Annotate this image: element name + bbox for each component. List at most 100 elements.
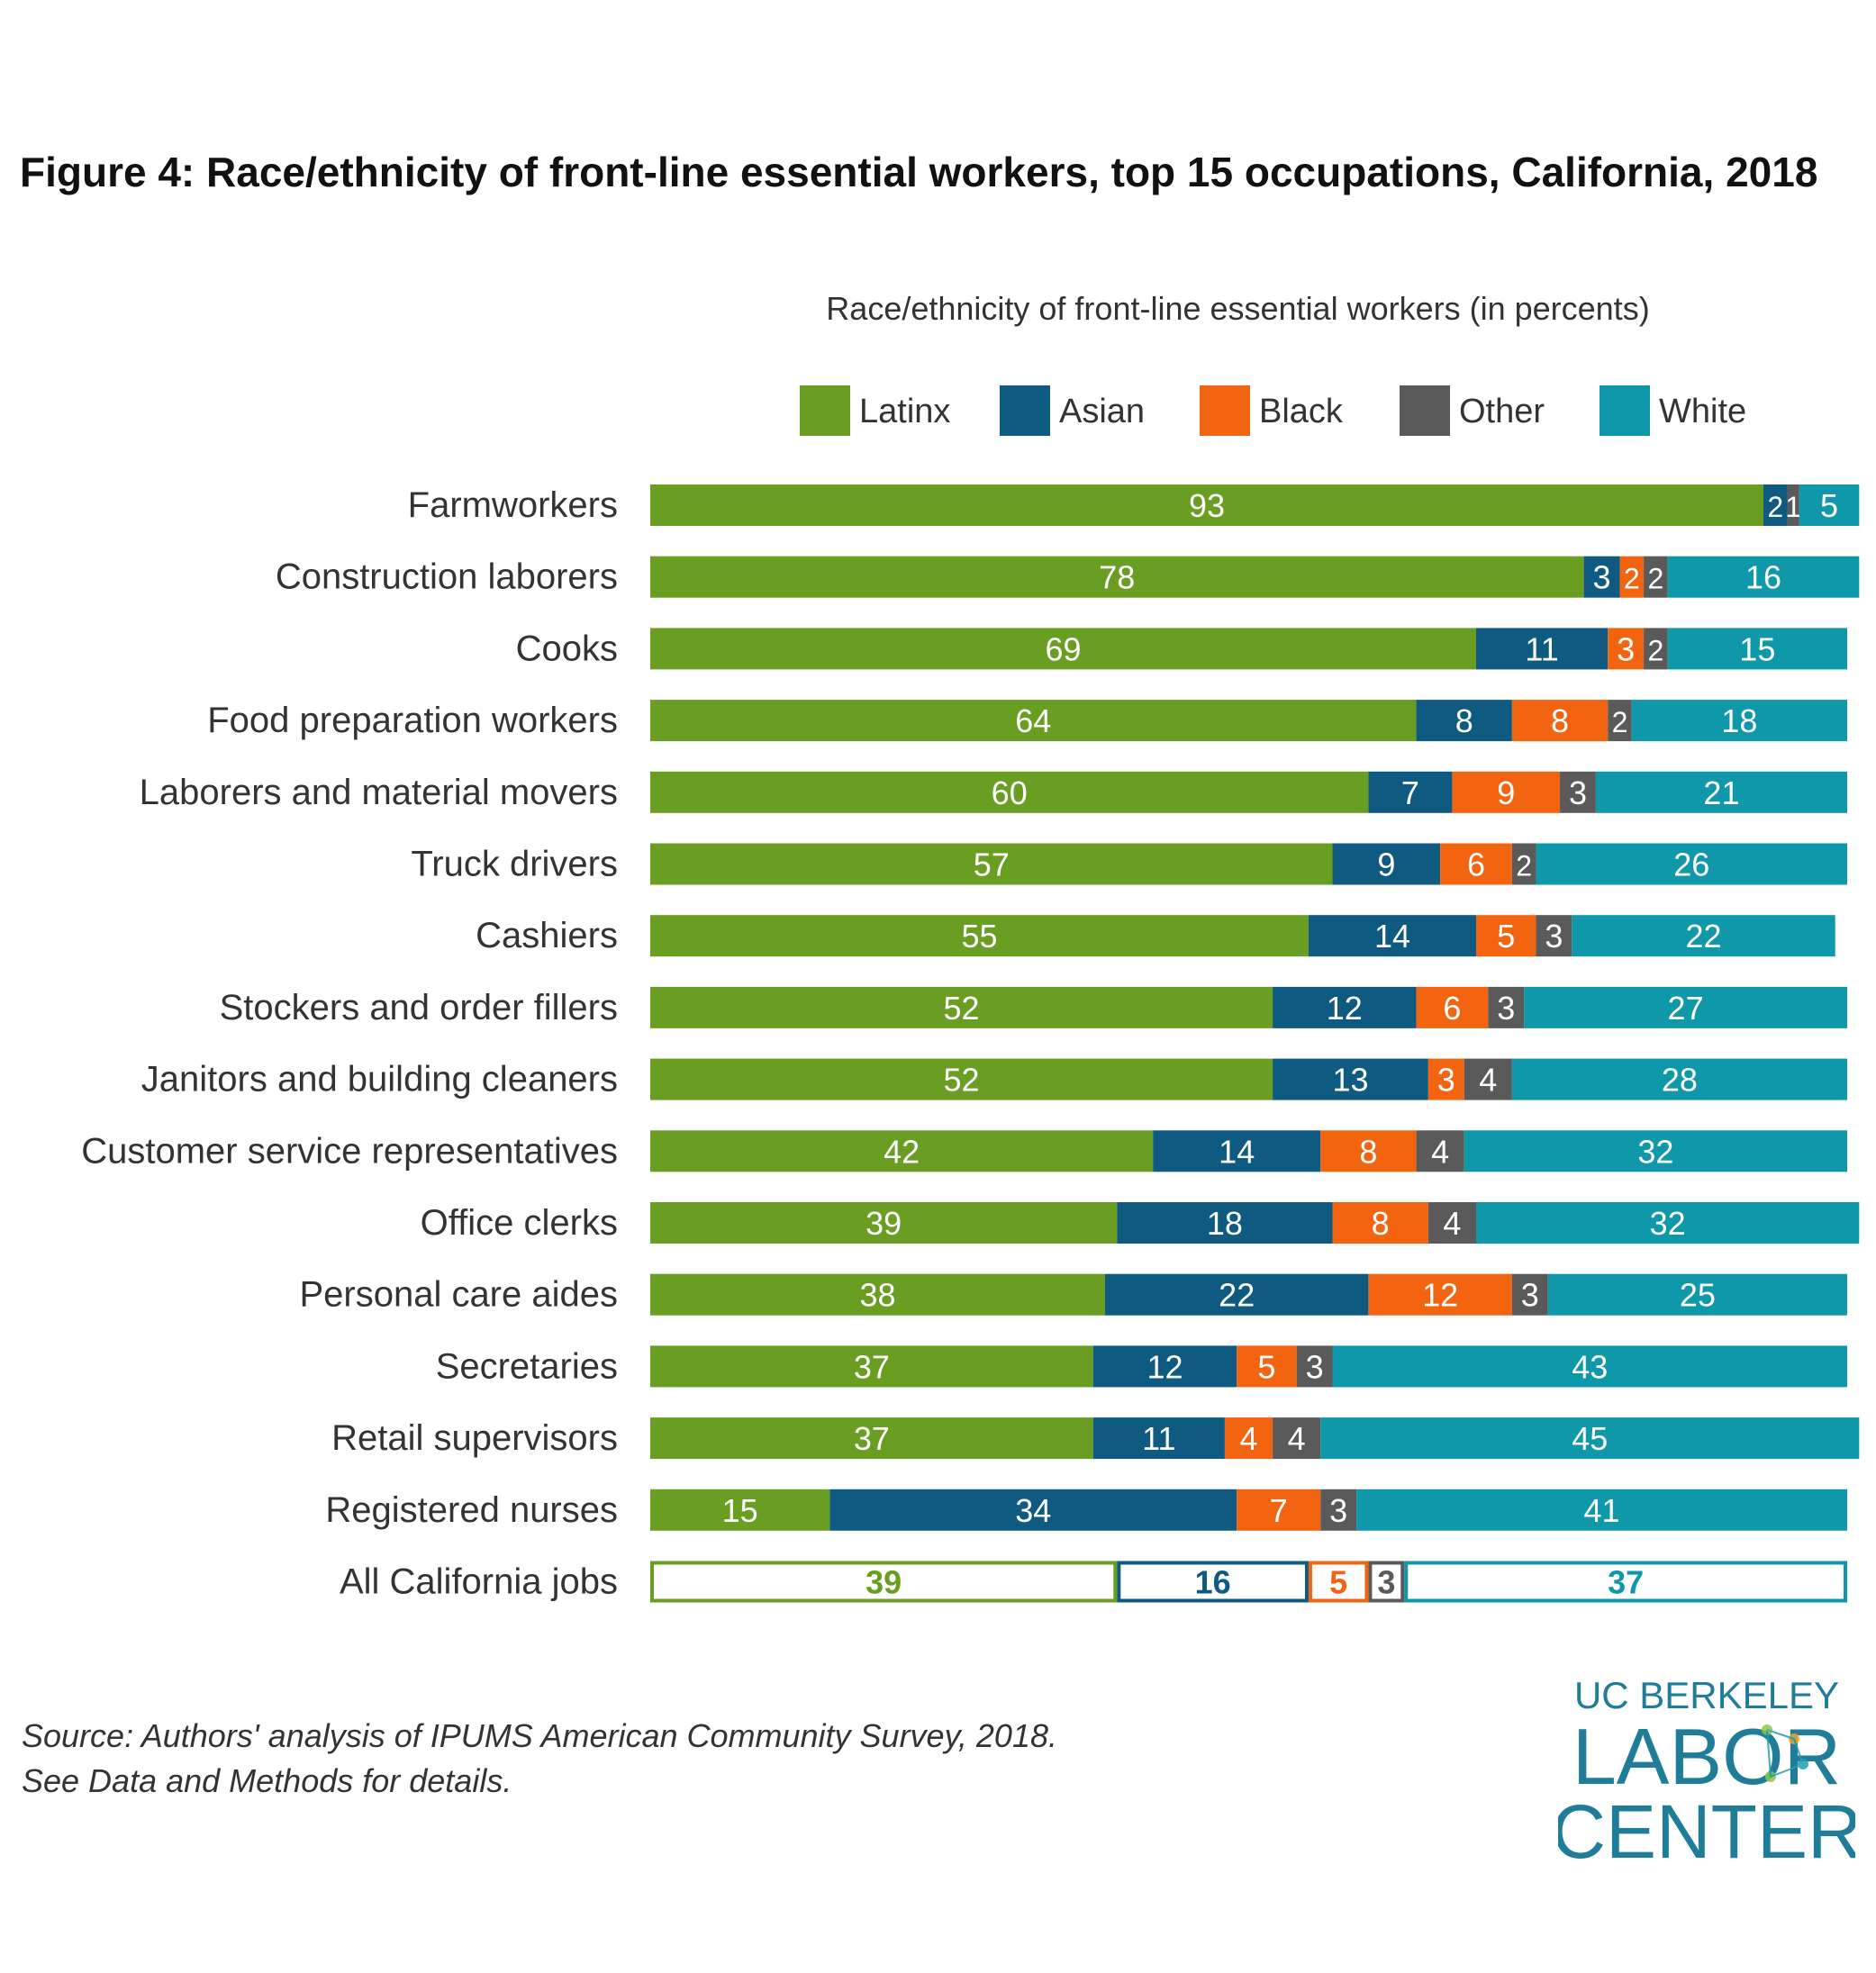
bar-segment-white-food-preparation-workers	[1631, 700, 1847, 742]
data-label-latinx-personal-care-aides: 38	[859, 1277, 895, 1314]
bar-segment-asian-construction-laborers	[1583, 556, 1620, 598]
category-label-cashiers: Cashiers	[476, 916, 618, 955]
bar-segment-asian-farmworkers	[1763, 484, 1788, 526]
data-label-black-janitors-and-building-cleaners: 3	[1437, 1062, 1455, 1099]
bar-segment-black-laborers-and-material-movers	[1452, 771, 1561, 813]
bar-segment-other-truck-drivers	[1511, 843, 1536, 885]
data-label-black-secretaries: 5	[1257, 1348, 1275, 1385]
bar-segment-white-truck-drivers	[1536, 843, 1847, 885]
bar-segment-latinx-office-clerks	[650, 1202, 1118, 1244]
bar-segment-asian-customer-service-representatives	[1153, 1130, 1321, 1172]
bar-segment-asian-office-clerks	[1117, 1202, 1333, 1244]
bar-segment-other-construction-laborers	[1644, 556, 1668, 598]
bar-segment-white-office-clerks	[1476, 1202, 1860, 1244]
legend-swatch-black	[1200, 385, 1250, 436]
data-label-black-cashiers: 5	[1497, 918, 1515, 955]
category-label-cooks: Cooks	[516, 629, 618, 668]
data-label-white-cooks: 15	[1739, 630, 1775, 667]
bar-segment-white-secretaries	[1332, 1345, 1847, 1388]
bar-segment-black-registered-nurses	[1237, 1489, 1321, 1531]
bar-segment-white-construction-laborers	[1667, 556, 1860, 598]
bar-segment-latinx-farmworkers	[650, 484, 1763, 526]
data-label-asian-laborers-and-material-movers: 7	[1401, 774, 1419, 811]
data-label-latinx-cooks: 69	[1045, 630, 1081, 667]
data-label-latinx-construction-laborers: 78	[1099, 559, 1135, 596]
bar-segment-asian-all-california-jobs	[1117, 1561, 1309, 1603]
bar-segment-black-secretaries	[1237, 1345, 1297, 1388]
data-label-white-construction-laborers: 16	[1745, 559, 1781, 596]
data-label-black-all-california-jobs: 5	[1329, 1564, 1347, 1601]
data-label-latinx-farmworkers: 93	[1189, 487, 1225, 524]
data-label-black-office-clerks: 8	[1372, 1205, 1390, 1242]
data-label-latinx-cashiers: 55	[961, 918, 997, 955]
bar-segment-asian-food-preparation-workers	[1416, 700, 1512, 742]
data-label-asian-food-preparation-workers: 8	[1455, 702, 1473, 739]
data-label-white-laborers-and-material-movers: 21	[1703, 774, 1739, 811]
bar-segment-black-retail-supervisors	[1224, 1417, 1273, 1460]
bar-segment-black-janitors-and-building-cleaners	[1427, 1058, 1464, 1100]
bar-segment-latinx-customer-service-representatives	[650, 1130, 1154, 1172]
bar-segment-other-customer-service-representatives	[1416, 1130, 1464, 1172]
data-label-other-retail-supervisors: 4	[1288, 1420, 1306, 1457]
bar-segment-black-cooks	[1608, 628, 1645, 670]
bar-segment-asian-retail-supervisors	[1092, 1417, 1225, 1460]
category-label-secretaries: Secretaries	[436, 1346, 618, 1386]
data-label-other-janitors-and-building-cleaners: 4	[1479, 1062, 1497, 1099]
footnote: Source: Authors' analysis of IPUMS Ameri…	[22, 1714, 1057, 1804]
bar-segment-latinx-cashiers	[650, 915, 1309, 957]
data-label-white-truck-drivers: 26	[1673, 846, 1709, 883]
logo-line-3: CENTER	[1558, 1789, 1855, 1869]
data-label-latinx-customer-service-representatives: 42	[884, 1133, 920, 1170]
category-label-food-preparation-workers: Food preparation workers	[207, 701, 618, 740]
data-label-asian-janitors-and-building-cleaners: 13	[1332, 1062, 1368, 1099]
data-label-white-retail-supervisors: 45	[1572, 1420, 1608, 1457]
bar-segment-latinx-laborers-and-material-movers	[650, 771, 1369, 813]
bar-segment-other-office-clerks	[1427, 1202, 1477, 1244]
bar-segment-other-farmworkers	[1787, 484, 1799, 526]
data-label-other-truck-drivers: 2	[1516, 850, 1532, 882]
data-label-asian-registered-nurses: 34	[1015, 1492, 1051, 1529]
data-label-latinx-laborers-and-material-movers: 60	[992, 774, 1028, 811]
data-label-other-all-california-jobs: 3	[1377, 1564, 1395, 1601]
data-label-black-retail-supervisors: 4	[1239, 1420, 1257, 1457]
data-label-white-customer-service-representatives: 32	[1637, 1133, 1673, 1170]
bar-segment-other-personal-care-aides	[1511, 1273, 1548, 1316]
bar-segment-asian-personal-care-aides	[1105, 1273, 1369, 1316]
bar-segment-black-customer-service-representatives	[1320, 1130, 1417, 1172]
data-label-other-stockers-and-order-fillers: 3	[1497, 990, 1515, 1027]
data-label-other-secretaries: 3	[1306, 1348, 1324, 1385]
chart-title: Figure 4: Race/ethnicity of front-line e…	[20, 149, 1818, 195]
category-label-truck-drivers: Truck drivers	[411, 845, 618, 884]
data-label-white-cashiers: 22	[1685, 918, 1721, 955]
data-label-asian-secretaries: 12	[1146, 1348, 1183, 1385]
bar-segment-latinx-secretaries	[650, 1345, 1093, 1388]
data-label-asian-personal-care-aides: 22	[1219, 1277, 1255, 1314]
data-label-other-cooks: 2	[1647, 634, 1663, 666]
data-label-asian-truck-drivers: 9	[1377, 846, 1395, 883]
bar-segment-latinx-registered-nurses	[650, 1489, 830, 1531]
category-label-laborers-and-material-movers: Laborers and material movers	[140, 773, 618, 812]
data-label-asian-all-california-jobs: 16	[1195, 1564, 1231, 1601]
legend-label-asian: Asian	[1059, 393, 1146, 430]
bar-segment-black-cashiers	[1476, 915, 1536, 957]
data-label-asian-construction-laborers: 3	[1593, 559, 1611, 596]
category-label-construction-laborers: Construction laborers	[276, 557, 618, 597]
bar-segment-white-janitors-and-building-cleaners	[1511, 1058, 1847, 1100]
category-label-registered-nurses: Registered nurses	[325, 1490, 618, 1530]
data-label-black-food-preparation-workers: 8	[1551, 702, 1569, 739]
bar-segment-black-personal-care-aides	[1368, 1273, 1512, 1316]
bar-segment-other-cooks	[1644, 628, 1668, 670]
data-label-black-stockers-and-order-fillers: 6	[1443, 990, 1461, 1027]
bar-segment-white-farmworkers	[1799, 484, 1860, 526]
data-label-latinx-all-california-jobs: 39	[865, 1564, 902, 1601]
data-label-other-personal-care-aides: 3	[1521, 1277, 1539, 1314]
logo-network-icon	[1762, 1724, 1808, 1782]
bar-segment-white-laborers-and-material-movers	[1595, 771, 1847, 813]
bar-segment-asian-cashiers	[1308, 915, 1477, 957]
data-label-white-secretaries: 43	[1572, 1348, 1608, 1385]
footnote-methods: See Data and Methods for details.	[22, 1762, 512, 1799]
bar-segment-black-office-clerks	[1332, 1202, 1428, 1244]
data-label-other-office-clerks: 4	[1443, 1205, 1461, 1242]
data-label-other-farmworkers: 1	[1785, 491, 1801, 523]
